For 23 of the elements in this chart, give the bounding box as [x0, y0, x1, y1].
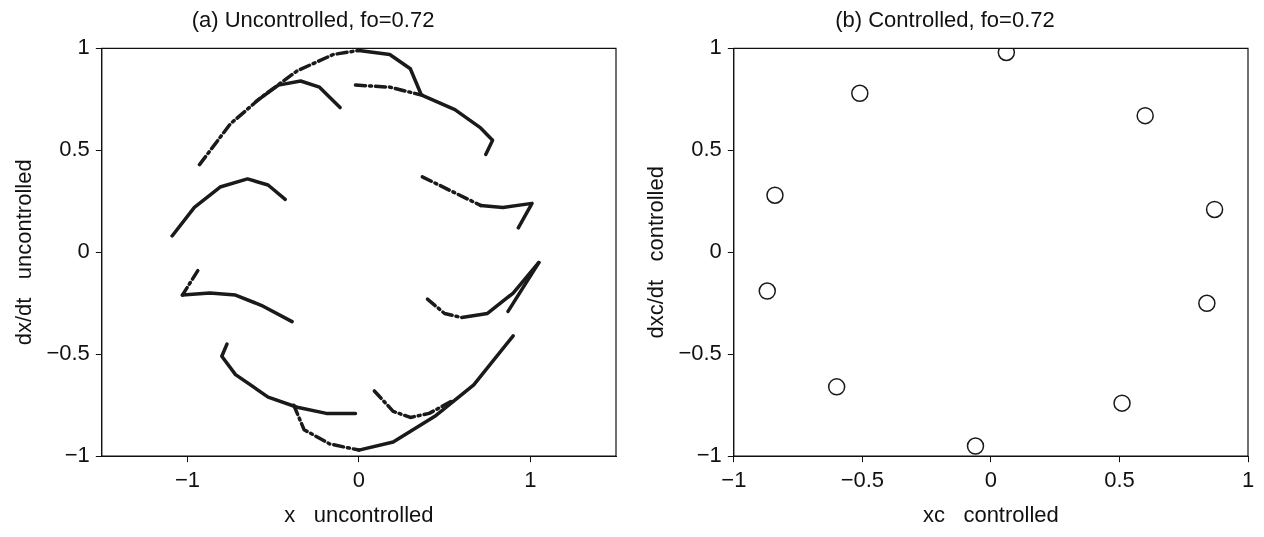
y-tick-label: 0	[709, 238, 722, 264]
y-tick-label: −0.5	[678, 340, 722, 366]
x-axis-title: x uncontrolled	[284, 501, 434, 527]
x-tick-label: −0.5	[840, 467, 885, 493]
y-tick-label: 1	[709, 34, 722, 60]
x-tick-label: 0.5	[1104, 467, 1135, 493]
y-tick-label: 0.5	[691, 136, 722, 162]
x-tick-label: 1	[524, 467, 537, 493]
chart-title: (a) Uncontrolled, fo=0.72	[191, 7, 435, 33]
y-axis-title: dx/dt uncontrolled	[11, 159, 37, 346]
y-tick-label: −0.5	[46, 340, 90, 366]
x-tick-label: 0	[984, 467, 998, 493]
x-tick-label: −1	[174, 467, 201, 493]
y-tick-label: −1	[64, 442, 90, 468]
chart-title: (b) Controlled, fo=0.72	[835, 7, 1055, 33]
x-tick-label: 0	[352, 467, 366, 493]
y-tick-label: 0	[77, 238, 90, 264]
x-tick-label: 1	[1241, 467, 1255, 493]
y-axis-title: dxc/dt controlled	[643, 166, 669, 339]
y-tick-label: 1	[77, 34, 90, 60]
y-tick-label: 0.5	[59, 136, 90, 162]
y-tick-label: −1	[696, 442, 722, 468]
x-axis-title: xc controlled	[923, 501, 1059, 527]
